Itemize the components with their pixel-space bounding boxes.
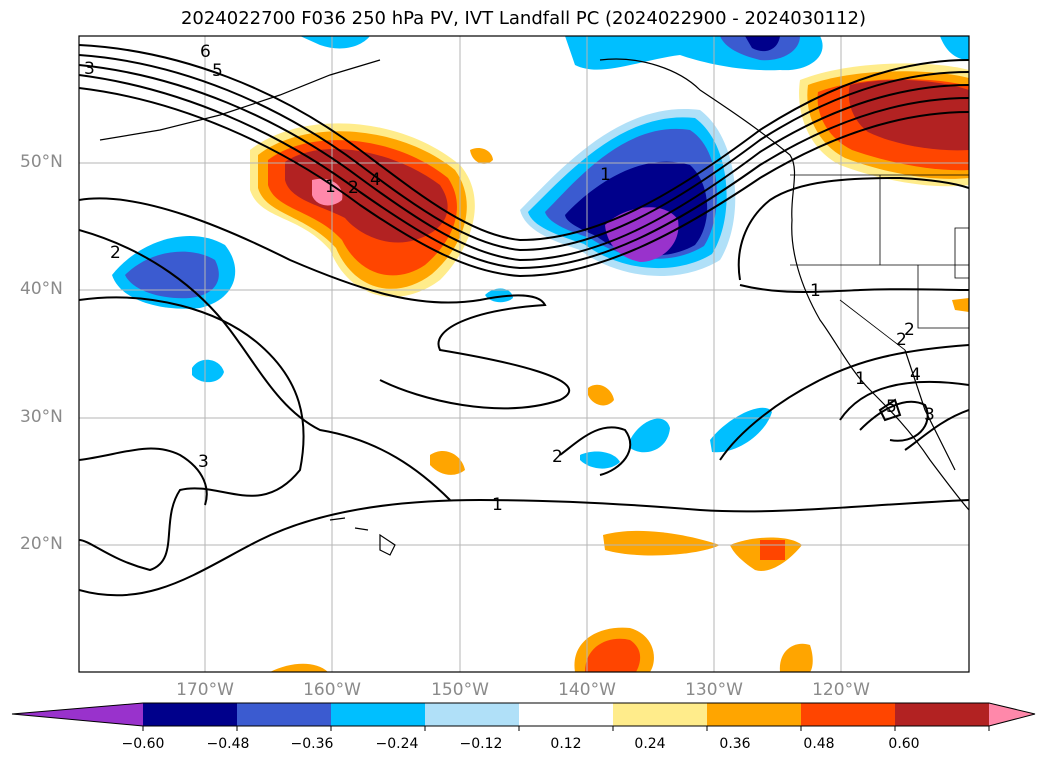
lon-label: 120°W <box>812 680 870 700</box>
contour-label: 4 <box>370 170 381 190</box>
colorbar-tick-label: −0.24 <box>375 736 419 752</box>
contour-label: 1 <box>492 495 503 515</box>
contour-label: 3 <box>924 405 935 425</box>
contour-label: 2 <box>348 178 359 198</box>
lat-label: 30°N <box>20 407 63 427</box>
map-title: 2024022700 F036 250 hPa PV, IVT Landfall… <box>180 8 867 29</box>
colorbar-tick-label: 0.36 <box>719 736 751 752</box>
graticule <box>79 36 969 672</box>
map-frame <box>78 35 970 673</box>
colorbar-segment <box>707 703 802 726</box>
colorbar-segment <box>895 703 990 726</box>
colorbar-segment <box>613 703 708 726</box>
contour-label: 1 <box>600 165 611 185</box>
colorbar-segment <box>425 703 520 726</box>
coastlines <box>99 58 969 556</box>
colorbar-tick-label: −0.48 <box>206 736 250 752</box>
contour-label: 3 <box>198 452 209 472</box>
positive-anomaly-northeast <box>799 63 969 187</box>
contour-label: 3 <box>84 59 95 79</box>
negative-anomaly-north <box>300 36 969 71</box>
contour-label: 5 <box>886 397 897 417</box>
lon-label: 130°W <box>685 680 743 700</box>
lat-label: 50°N <box>20 152 63 172</box>
colorbar-segment <box>519 703 614 726</box>
colorbar-segment <box>801 703 896 726</box>
contour-label: 4 <box>910 365 921 385</box>
colorbar <box>11 702 1036 731</box>
colorbar-segment <box>237 703 332 726</box>
negative-anomaly-west <box>112 236 236 383</box>
contour-label: 5 <box>212 61 223 81</box>
colorbar-segment <box>331 703 426 726</box>
contour-label-group: 6 5 3 2 1 2 1 4 1 1 2 3 2 1 2 4 5 3 <box>84 42 935 515</box>
lat-label: 40°N <box>20 279 63 299</box>
contour-label: 1 <box>810 281 821 301</box>
colorbar-tick-label: 0.24 <box>634 736 666 752</box>
pv-contours <box>79 44 969 597</box>
colorbar-tick-label: 0.60 <box>888 736 920 752</box>
colorbar-tick-label: −0.60 <box>121 736 165 752</box>
colorbar-tick-label: 0.12 <box>550 736 582 752</box>
lat-label: 20°N <box>20 534 63 554</box>
colorbar-tick-label: −0.12 <box>459 736 503 752</box>
contour-label: 1 <box>855 369 866 389</box>
colorbar-tick-label: 0.48 <box>803 736 835 752</box>
positive-anomaly-northpacific <box>250 123 475 297</box>
contour-label: 6 <box>200 42 211 62</box>
political-borders <box>790 174 969 351</box>
lon-label: 160°W <box>303 680 361 700</box>
lon-label: 170°W <box>176 680 234 700</box>
negative-anomaly-central <box>520 109 736 277</box>
contour-label: 2 <box>904 320 915 340</box>
lon-label: 150°W <box>431 680 489 700</box>
contour-label: 2 <box>552 447 563 467</box>
small-anomaly-patches <box>270 148 969 672</box>
contour-label: 2 <box>110 243 121 263</box>
contour-label: 2 <box>896 330 907 350</box>
contour-label: 1 <box>325 177 336 197</box>
lon-label: 140°W <box>558 680 616 700</box>
colorbar-segment <box>143 703 238 726</box>
colorbar-tick-label: −0.36 <box>290 736 334 752</box>
colorbar-extend-max <box>989 703 1035 726</box>
colorbar-extend-min <box>12 703 143 726</box>
